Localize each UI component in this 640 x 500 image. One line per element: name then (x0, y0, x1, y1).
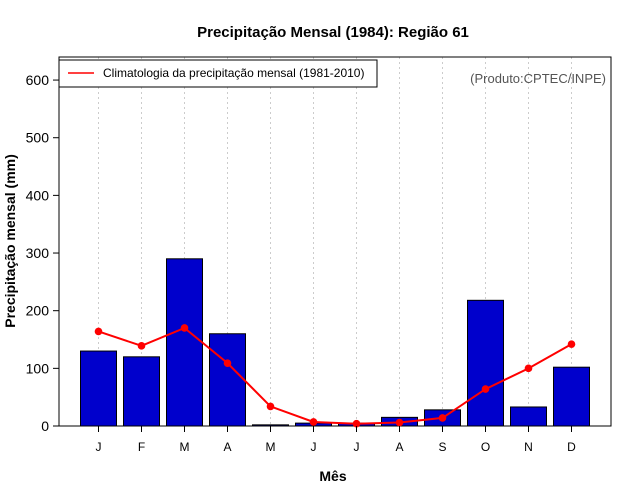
climatology-series (94, 324, 576, 428)
x-tick-label-3: M (180, 440, 190, 454)
x-tick-label-6: J (311, 440, 317, 454)
climatology-point-9 (438, 414, 447, 422)
bar-3 (166, 258, 203, 427)
y-tick-label-0: 0 (41, 418, 49, 434)
grid-lines (98, 57, 572, 426)
credit-annotation: (Produto:CPTEC/INPE) (470, 71, 606, 86)
climatology-point-6 (309, 418, 318, 426)
y-tick-label-300: 300 (26, 245, 50, 261)
x-tick-label-10: O (481, 440, 490, 454)
y-tick-label-500: 500 (26, 130, 50, 146)
x-tick-label-5: M (266, 440, 276, 454)
y-axis: 0 100 200 300 400 500 600 (26, 72, 59, 434)
bar-12 (553, 366, 590, 427)
y-tick-label-400: 400 (26, 187, 50, 203)
bar-1 (80, 350, 117, 427)
y-tick-label-100: 100 (26, 360, 50, 376)
x-tick-label-11: N (524, 440, 533, 454)
x-tick-label-12: D (567, 440, 576, 454)
legend: Climatologia da precipitação mensal (198… (58, 59, 378, 88)
bar-11 (510, 406, 547, 427)
climatology-point-2 (137, 342, 146, 350)
bar-10 (467, 299, 504, 427)
y-axis-label: Precipitação mensal (mm) (2, 154, 18, 328)
legend-box (58, 59, 378, 88)
climatology-point-5 (266, 402, 275, 411)
y-tick-label-600: 600 (26, 72, 50, 88)
chart-title: Precipitação Mensal (1984): Região 61 (197, 24, 469, 41)
x-tick-label-2: F (138, 440, 145, 454)
bar-4 (209, 333, 246, 427)
climatology-point-8 (395, 418, 404, 427)
x-tick-label-8: A (395, 440, 403, 454)
climatology-line (98, 326, 572, 425)
legend-entry-climatology: Climatologia da precipitação mensal (198… (103, 66, 364, 80)
x-tick-label-7: J (354, 440, 360, 454)
climatology-point-1 (94, 327, 103, 336)
climatology-point-11 (524, 364, 533, 373)
climatology-point-10 (481, 385, 490, 393)
x-tick-label-9: S (438, 440, 446, 454)
plot-area-frame (58, 56, 612, 427)
climatology-point-4 (223, 359, 232, 367)
x-axis-label: Mês (319, 468, 346, 484)
bar-5 (252, 424, 289, 427)
x-tick-label-1: J (96, 440, 102, 454)
x-tick-label-4: A (223, 440, 231, 454)
y-tick-label-200: 200 (26, 303, 50, 319)
climatology-point-12 (567, 340, 576, 348)
climatology-point-7 (352, 419, 361, 428)
climatology-point-3 (180, 324, 189, 332)
bar-2 (123, 356, 160, 427)
bar-series (80, 258, 590, 427)
